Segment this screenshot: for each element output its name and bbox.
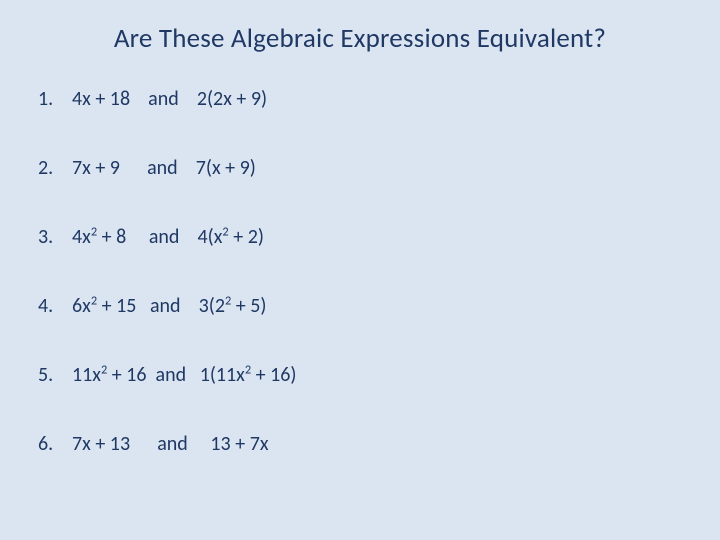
expression-list: 1. 4x + 18 and 2(2x + 9) 2. 7x + 9 and 7… [34, 89, 686, 454]
list-item: 1. 4x + 18 and 2(2x + 9) [38, 89, 686, 109]
item-number: 1. [38, 89, 72, 109]
expression-a: 7x + 9 [72, 158, 120, 178]
expression-a: 6x2 + 15 [72, 296, 136, 316]
conjunction: and [136, 296, 198, 316]
expression-a: 7x + 13 [72, 434, 130, 454]
page-title: Are These Algebraic Expressions Equivale… [34, 22, 686, 55]
list-item: 3. 4x2 + 8 and 4(x2 + 2) [38, 227, 686, 247]
item-number: 2. [38, 158, 72, 178]
expression-a: 4x + 18 [72, 89, 130, 109]
expression-b: 7(x + 9) [196, 158, 256, 178]
expression-b: 2(2x + 9) [197, 89, 267, 109]
item-number: 3. [38, 227, 72, 247]
list-item: 2. 7x + 9 and 7(x + 9) [38, 158, 686, 178]
expression-a: 11x2 + 16 [72, 365, 147, 385]
item-number: 6. [38, 434, 72, 454]
expression-b: 3(22 + 5) [199, 296, 267, 316]
conjunction: and [126, 227, 197, 247]
expression-b: 4(x2 + 2) [198, 227, 264, 247]
item-number: 4. [38, 296, 72, 316]
expression-a: 4x2 + 8 [72, 227, 126, 247]
expression-b: 13 + 7x [210, 434, 268, 454]
conjunction: and [130, 434, 210, 454]
list-item: 6. 7x + 13 and 13 + 7x [38, 434, 686, 454]
conjunction: and [130, 89, 197, 109]
list-item: 4. 6x2 + 15 and 3(22 + 5) [38, 296, 686, 316]
expression-b: 1(11x2 + 16) [200, 365, 297, 385]
conjunction: and [120, 158, 196, 178]
conjunction: and [147, 365, 200, 385]
list-item: 5. 11x2 + 16 and 1(11x2 + 16) [38, 365, 686, 385]
item-number: 5. [38, 365, 72, 385]
